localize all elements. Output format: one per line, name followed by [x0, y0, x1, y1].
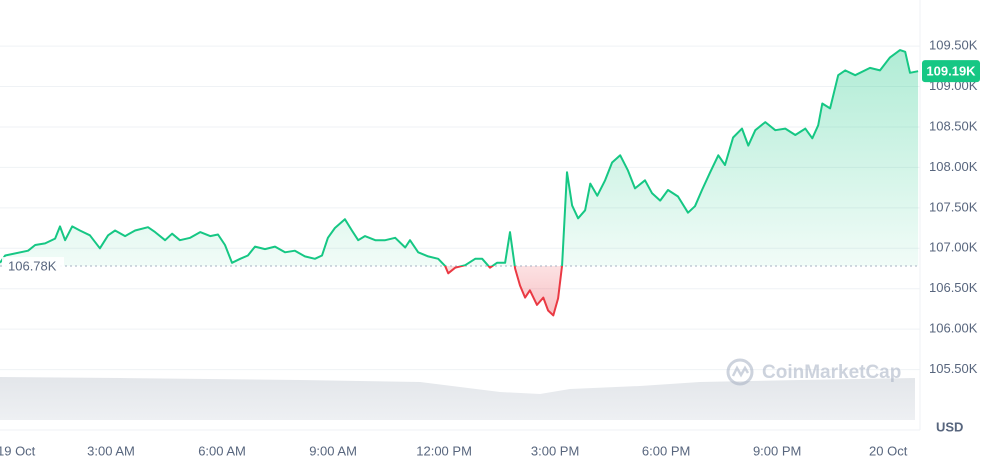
y-tick-label: 105.50K: [929, 361, 978, 376]
watermark-logo-mark: [731, 365, 750, 378]
x-tick-label: 3:00 PM: [531, 443, 579, 458]
watermark-text: CoinMarketCap: [762, 362, 901, 383]
y-axis-unit: USD: [936, 419, 963, 434]
x-tick-label: 3:00 AM: [87, 443, 135, 458]
y-tick-label: 107.50K: [929, 199, 978, 214]
x-tick-label: 6:00 AM: [198, 443, 246, 458]
watermark: CoinMarketCap: [726, 358, 901, 386]
volume-band: [0, 377, 915, 420]
baseline-label: 106.78K: [8, 258, 57, 273]
y-tick-label: 109.50K: [929, 38, 978, 53]
x-tick-label: 9:00 PM: [753, 443, 801, 458]
y-tick-label: 107.00K: [929, 240, 978, 255]
watermark-logo: [726, 358, 754, 386]
x-tick-label: 6:00 PM: [642, 443, 690, 458]
y-tick-label: 106.00K: [929, 321, 978, 336]
last-value-label: 109.19K: [926, 64, 976, 79]
x-tick-label: 9:00 AM: [309, 443, 357, 458]
y-tick-label: 106.50K: [929, 280, 978, 295]
price-line: [0, 49, 919, 317]
price-area: [0, 50, 919, 316]
x-tick-label: 19 Oct: [0, 443, 36, 458]
last-value-badge: [922, 60, 980, 83]
y-tick-label: 108.00K: [929, 159, 978, 174]
baseline-label-bg: [2, 257, 64, 276]
y-tick-label: 108.50K: [929, 118, 978, 133]
x-tick-label: 20 Oct: [869, 443, 908, 458]
x-tick-label: 12:00 PM: [416, 443, 472, 458]
